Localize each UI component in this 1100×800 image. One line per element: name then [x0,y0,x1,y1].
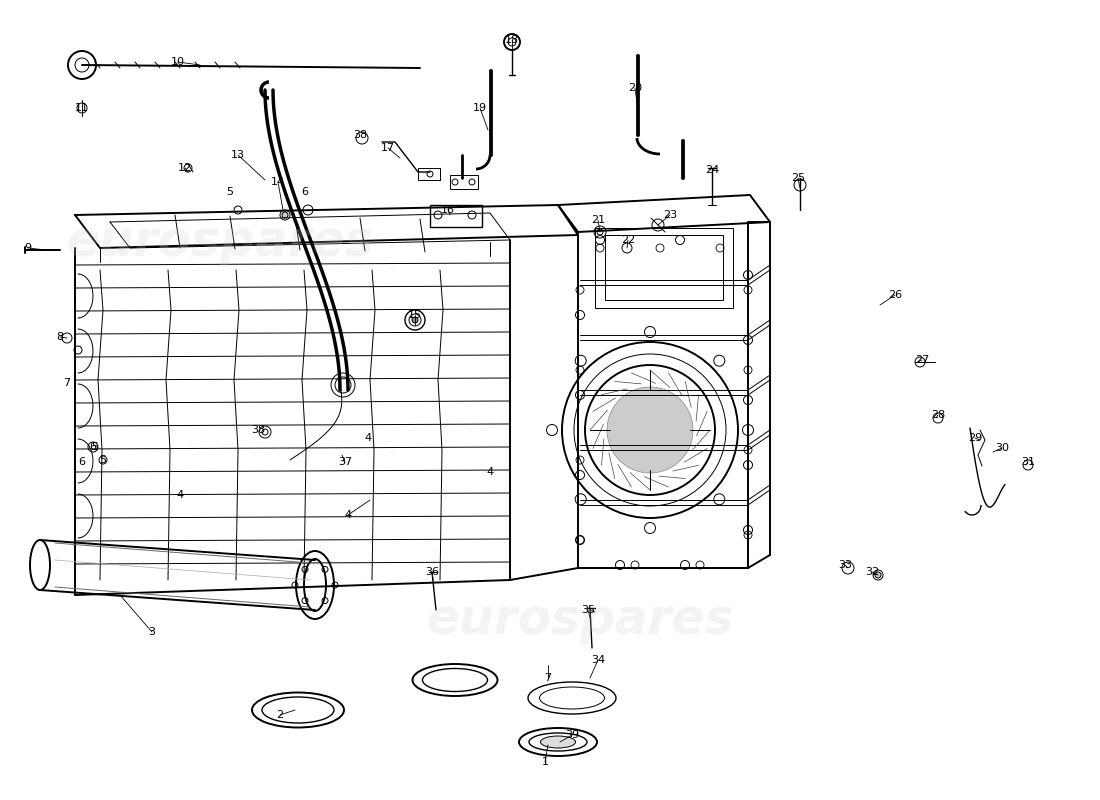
Text: 37: 37 [338,457,352,467]
Ellipse shape [607,387,693,473]
Text: 17: 17 [381,143,395,153]
Text: 20: 20 [628,83,642,93]
Text: 4: 4 [486,467,494,477]
Text: 5: 5 [227,187,233,197]
Text: 25: 25 [791,173,805,183]
Text: 6: 6 [78,457,86,467]
Text: 5: 5 [99,455,107,465]
Text: 21: 21 [591,215,605,225]
Text: 29: 29 [968,433,982,443]
Ellipse shape [540,736,575,748]
Text: 15: 15 [408,310,422,320]
Text: 27: 27 [915,355,930,365]
Text: 38: 38 [353,130,367,140]
Text: 1: 1 [541,757,549,767]
Text: 36: 36 [425,567,439,577]
Text: 10: 10 [170,57,185,67]
Bar [418,168,440,180]
Text: 5: 5 [91,442,99,452]
Circle shape [874,572,881,578]
Text: 14: 14 [271,177,285,187]
Text: 23: 23 [663,210,678,220]
Text: 4: 4 [176,490,184,500]
Text: 34: 34 [591,655,605,665]
Text: 31: 31 [1021,457,1035,467]
Circle shape [282,212,288,218]
Bar [605,235,723,300]
Text: 2: 2 [276,710,284,720]
Text: eurospares: eurospares [426,596,734,644]
Text: 19: 19 [473,103,487,113]
Text: 3: 3 [148,627,155,637]
Circle shape [412,317,418,323]
Text: 24: 24 [705,165,719,175]
Text: 7: 7 [544,673,551,683]
Text: 28: 28 [931,410,945,420]
Text: 4: 4 [364,433,372,443]
Text: 38: 38 [251,425,265,435]
Text: 22: 22 [620,235,635,245]
Text: 18: 18 [505,35,519,45]
Text: 35: 35 [581,605,595,615]
Text: 6: 6 [301,187,308,197]
Text: 6: 6 [89,442,97,452]
Text: 32: 32 [865,567,879,577]
Text: 12: 12 [178,163,192,173]
Text: 7: 7 [64,378,70,388]
Text: 11: 11 [75,103,89,113]
Text: 13: 13 [231,150,245,160]
Text: 26: 26 [888,290,902,300]
Text: 33: 33 [838,560,853,570]
Text: eurospares: eurospares [66,218,374,266]
Bar [430,205,482,227]
Bar [595,228,733,308]
Text: 39: 39 [565,730,579,740]
Bar [450,175,478,189]
Text: 30: 30 [996,443,1009,453]
Text: 16: 16 [441,205,455,215]
Text: 9: 9 [24,243,32,253]
Text: 4: 4 [344,510,352,520]
Text: 8: 8 [56,332,64,342]
